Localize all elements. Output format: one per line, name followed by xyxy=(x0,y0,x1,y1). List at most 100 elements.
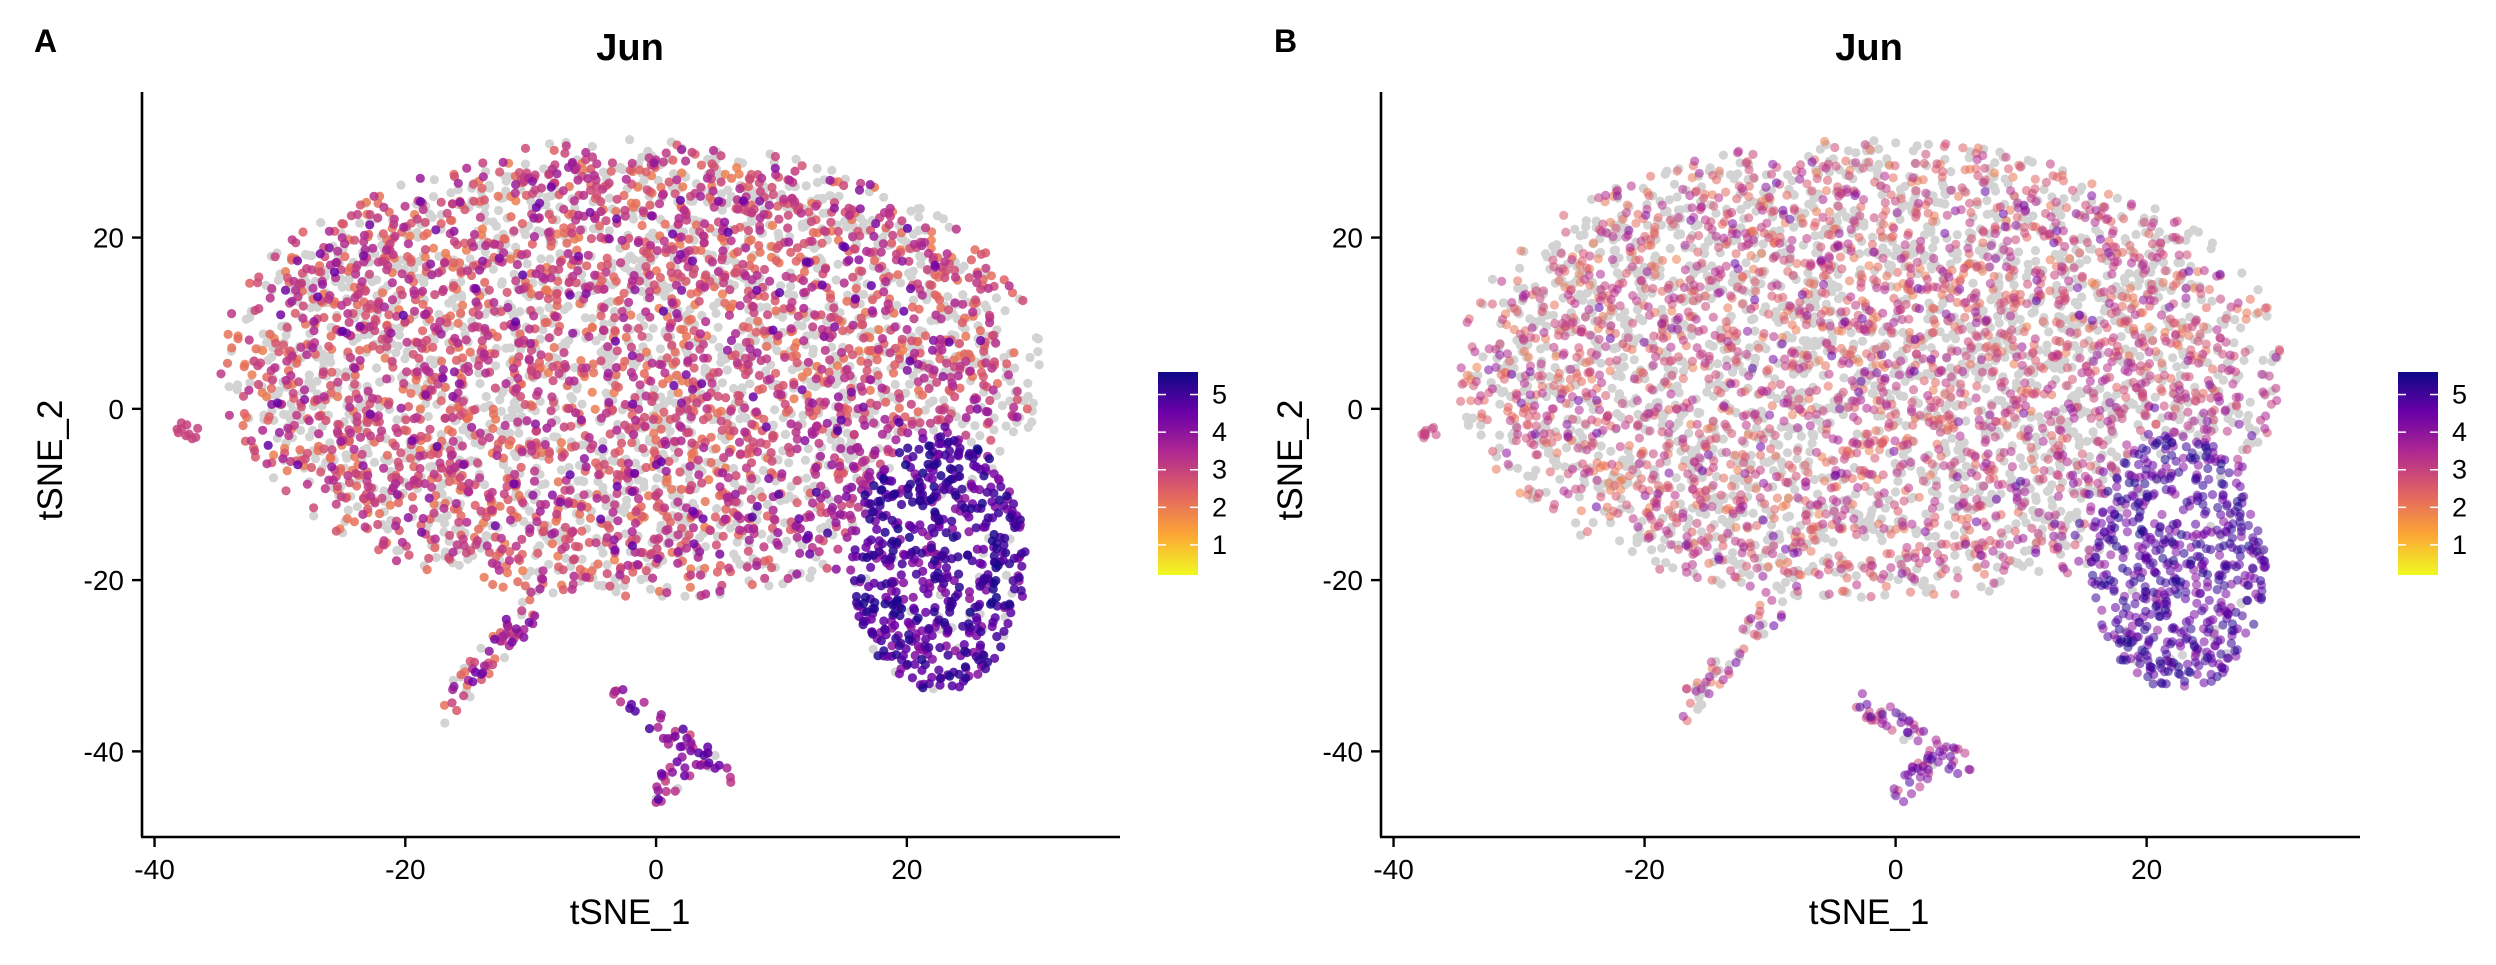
cell-point xyxy=(765,276,775,286)
cell-point xyxy=(618,685,628,695)
cell-point xyxy=(689,539,699,549)
cell-point xyxy=(880,414,890,424)
cell-point xyxy=(245,278,255,288)
cell-point xyxy=(673,546,683,557)
cell-point xyxy=(414,451,425,461)
cell-point xyxy=(677,145,687,155)
cell-point xyxy=(641,566,651,576)
cell-point xyxy=(660,219,670,229)
cell-point-unexpressed xyxy=(906,206,916,216)
cell-point xyxy=(674,213,684,223)
cell-point xyxy=(596,356,606,366)
cell-point xyxy=(276,310,286,320)
cell-point xyxy=(282,466,292,476)
cell-point xyxy=(244,385,254,395)
cell-point xyxy=(694,296,704,306)
cell-point xyxy=(810,310,820,320)
cell-point xyxy=(289,276,299,286)
cell-point-unexpressed xyxy=(538,325,548,335)
cell-point xyxy=(894,417,904,427)
cell-point xyxy=(755,225,765,235)
cell-point xyxy=(765,374,775,384)
cell-point xyxy=(598,184,608,194)
cell-point xyxy=(621,174,631,184)
cell-point xyxy=(496,533,506,543)
cell-point xyxy=(558,186,568,196)
cell-point xyxy=(842,532,852,543)
cell-point xyxy=(490,634,500,644)
cell-point xyxy=(574,251,584,261)
cell-point xyxy=(415,463,425,474)
cell-point-unexpressed xyxy=(680,591,690,601)
cell-point xyxy=(581,289,591,299)
cell-point xyxy=(429,469,439,479)
cell-point xyxy=(475,473,485,483)
cell-point xyxy=(715,482,725,492)
cell-point xyxy=(877,334,888,344)
cell-point xyxy=(453,318,463,328)
cell-point-unexpressed xyxy=(805,573,815,583)
cell-point xyxy=(633,237,643,248)
cell-point xyxy=(408,504,418,514)
cell-point xyxy=(898,578,909,588)
cell-point xyxy=(587,387,597,397)
cell-point xyxy=(791,256,801,266)
cell-point xyxy=(298,227,308,237)
cell-point xyxy=(706,457,716,468)
cell-point xyxy=(627,438,637,448)
cell-point xyxy=(386,328,396,338)
cell-point xyxy=(743,546,754,556)
cell-point xyxy=(675,249,686,260)
cell-point xyxy=(383,400,393,410)
cell-point xyxy=(983,283,994,293)
cell-point xyxy=(358,461,368,471)
cell-point xyxy=(426,259,436,269)
cell-point xyxy=(967,481,977,491)
cell-point xyxy=(990,613,1000,623)
cell-point xyxy=(836,444,846,454)
cell-point xyxy=(479,572,489,582)
cell-point xyxy=(524,324,535,334)
cell-point xyxy=(633,560,643,570)
cell-point xyxy=(406,388,416,398)
cell-point-unexpressed xyxy=(661,286,671,296)
cell-point xyxy=(470,405,480,415)
cell-point xyxy=(779,194,789,204)
cell-point xyxy=(814,534,824,544)
cell-point xyxy=(287,296,297,306)
cell-point xyxy=(903,617,913,628)
cell-point xyxy=(293,460,303,470)
cell-point xyxy=(786,324,796,334)
cell-point xyxy=(624,297,634,307)
cell-point xyxy=(337,300,347,310)
cell-point-unexpressed xyxy=(801,181,811,191)
cell-point xyxy=(635,380,645,390)
cell-point xyxy=(486,505,496,515)
cell-point xyxy=(755,186,766,197)
cell-point xyxy=(612,214,622,224)
cell-point xyxy=(526,338,536,349)
cell-point xyxy=(473,360,483,371)
cell-point xyxy=(479,349,489,359)
cell-point xyxy=(774,489,784,499)
cell-point xyxy=(763,310,773,320)
cell-point-unexpressed xyxy=(310,454,320,464)
cell-point-unexpressed xyxy=(508,404,518,414)
cell-point xyxy=(324,243,334,253)
cell-point xyxy=(534,290,545,301)
cell-point xyxy=(396,403,406,413)
cell-point xyxy=(593,559,603,569)
cell-point xyxy=(1003,618,1013,629)
cell-point xyxy=(964,587,975,597)
cell-point-unexpressed xyxy=(425,462,435,472)
cell-point xyxy=(958,299,968,309)
cell-point xyxy=(530,419,541,429)
cell-point xyxy=(895,393,905,403)
cell-point xyxy=(848,461,858,471)
cell-point xyxy=(352,209,363,220)
cell-point xyxy=(915,418,925,428)
cell-point xyxy=(794,514,804,524)
cell-point-unexpressed xyxy=(306,303,316,313)
cell-point xyxy=(447,698,457,708)
